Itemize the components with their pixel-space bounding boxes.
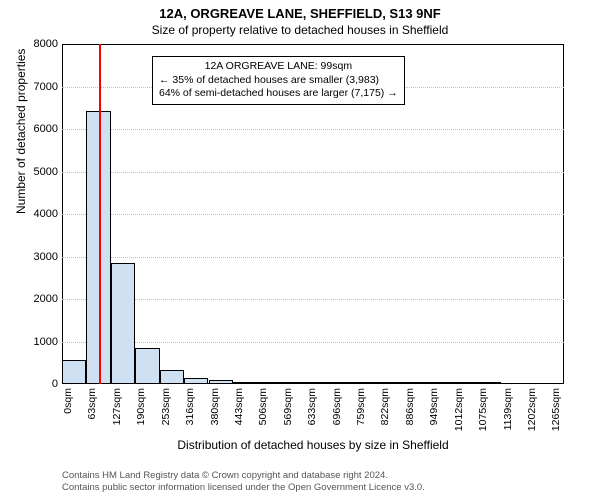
y-tick-label: 7000: [34, 81, 58, 93]
y-tick-label: 4000: [34, 208, 58, 220]
x-tick-label: 443sqm: [233, 388, 245, 425]
x-tick-label: 569sqm: [282, 388, 294, 425]
annotation-line: ← 35% of detached houses are smaller (3,…: [159, 74, 398, 88]
footer-line-2: Contains public sector information licen…: [62, 482, 425, 494]
chart-annotation: 12A ORGREAVE LANE: 99sqm← 35% of detache…: [152, 56, 405, 105]
histogram-bar: [111, 263, 135, 384]
histogram-bar: [331, 382, 355, 384]
x-tick-label: 0sqm: [62, 388, 74, 414]
x-tick-label: 253sqm: [160, 388, 172, 425]
histogram-bar: [257, 382, 281, 384]
x-tick-label: 633sqm: [306, 388, 318, 425]
grid-line: [62, 129, 564, 130]
x-tick-label: 759sqm: [355, 388, 367, 425]
histogram-bar: [355, 382, 379, 384]
y-axis-title: Number of detached properties: [14, 49, 28, 214]
x-tick-label: 696sqm: [331, 388, 343, 425]
x-tick-label: 127sqm: [111, 388, 123, 425]
x-tick-label: 1202sqm: [526, 388, 538, 431]
grid-line: [62, 214, 564, 215]
histogram-bar: [428, 382, 452, 384]
x-tick-label: 1012sqm: [453, 388, 465, 431]
x-tick-label: 1075sqm: [477, 388, 489, 431]
histogram-bar: [233, 382, 257, 384]
property-marker-line: [99, 44, 101, 384]
chart-footer: Contains HM Land Registry data © Crown c…: [62, 470, 425, 494]
x-tick-label: 190sqm: [135, 388, 147, 425]
x-tick-label: 1265sqm: [550, 388, 562, 431]
x-tick-label: 822sqm: [379, 388, 391, 425]
histogram-bar: [62, 360, 86, 384]
y-tick-label: 6000: [34, 123, 58, 135]
footer-line-1: Contains HM Land Registry data © Crown c…: [62, 470, 425, 482]
annotation-line: 64% of semi-detached houses are larger (…: [159, 87, 398, 101]
x-tick-label: 1139sqm: [502, 388, 514, 430]
chart-title-main: 12A, ORGREAVE LANE, SHEFFIELD, S13 9NF: [0, 0, 600, 21]
histogram-bar: [453, 382, 477, 384]
histogram-bar: [379, 382, 403, 384]
histogram-bar: [184, 378, 208, 384]
grid-line: [62, 172, 564, 173]
grid-line: [62, 299, 564, 300]
histogram-bar: [160, 370, 184, 384]
histogram-bar: [404, 382, 428, 384]
y-tick-label: 2000: [34, 293, 58, 305]
histogram-bar: [282, 382, 306, 384]
grid-line: [62, 342, 564, 343]
x-tick-label: 949sqm: [428, 388, 440, 425]
x-tick-label: 506sqm: [257, 388, 269, 425]
chart-plot-area: 12A ORGREAVE LANE: 99sqm← 35% of detache…: [62, 44, 564, 384]
x-tick-label: 886sqm: [404, 388, 416, 425]
x-tick-label: 63sqm: [86, 388, 98, 420]
y-tick-label: 1000: [34, 336, 58, 348]
histogram-bar: [306, 382, 330, 384]
x-tick-label: 380sqm: [209, 388, 221, 425]
x-tick-label: 316sqm: [184, 388, 196, 425]
y-tick-label: 0: [52, 378, 58, 390]
histogram-bar: [135, 348, 159, 384]
x-axis-title: Distribution of detached houses by size …: [62, 438, 564, 452]
chart-title-sub: Size of property relative to detached ho…: [0, 21, 600, 37]
grid-line: [62, 257, 564, 258]
histogram-bar: [209, 380, 233, 384]
y-tick-label: 3000: [34, 251, 58, 263]
y-tick-label: 8000: [34, 38, 58, 50]
annotation-line: 12A ORGREAVE LANE: 99sqm: [159, 60, 398, 74]
y-tick-label: 5000: [34, 166, 58, 178]
histogram-bar: [477, 382, 501, 384]
